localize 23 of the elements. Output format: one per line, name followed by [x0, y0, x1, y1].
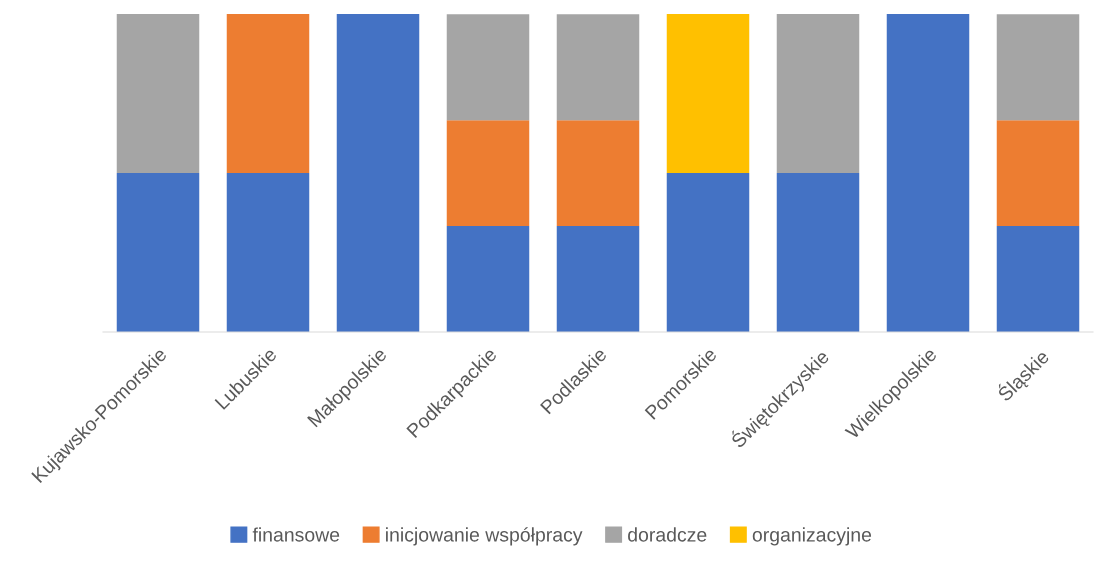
legend-label: inicjowanie współpracy [386, 527, 583, 546]
legend-label: finansowe [252, 527, 340, 542]
bar [116, 173, 200, 332]
bar [226, 14, 310, 173]
bar [996, 14, 1080, 121]
bar [446, 120, 530, 227]
bar [996, 226, 1080, 332]
bar [446, 226, 530, 332]
bar [996, 120, 1080, 227]
bar [336, 14, 420, 332]
bar [556, 120, 640, 227]
bar [776, 14, 860, 173]
bar [666, 173, 750, 332]
bar [886, 14, 970, 332]
bar [226, 173, 310, 332]
bar [556, 226, 640, 332]
bar [776, 173, 860, 332]
bar [666, 14, 750, 173]
bar [556, 14, 640, 121]
legend-label: organizacyjne [752, 527, 872, 546]
bar [116, 14, 200, 173]
bar [446, 14, 530, 121]
legend-label: doradcze [628, 527, 707, 542]
